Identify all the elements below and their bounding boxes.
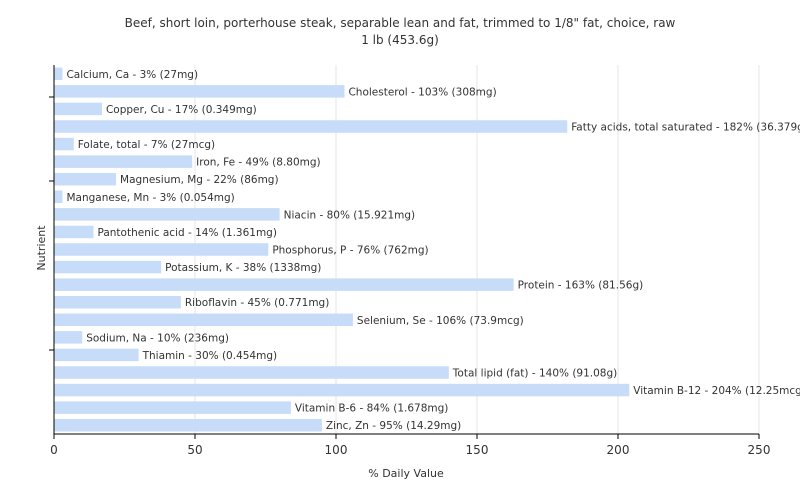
bar (54, 366, 449, 379)
bar-label: Phosphorus, P - 76% (762mg) (272, 245, 428, 257)
bar (54, 401, 291, 414)
axes (49, 65, 759, 435)
bar-label: Iron, Fe - 49% (8.80mg) (196, 157, 320, 169)
bar-label: Manganese, Mn - 3% (0.054mg) (66, 192, 234, 204)
bar-series: Calcium, Ca - 3% (27mg) Cholesterol - 103… (54, 67, 800, 432)
y-axis-label: Nutrient (35, 225, 48, 271)
chart-title: Beef, short loin, porterhouse steak, sep… (125, 16, 676, 30)
bar (54, 190, 63, 204)
x-tick-label: 100 (325, 443, 348, 457)
x-axis-ticks: 0 50 100 150 200 250 (50, 434, 770, 457)
bar-label: Sodium, Na - 10% (236mg) (86, 332, 229, 344)
x-tick-label: 250 (748, 443, 771, 457)
bar (54, 313, 353, 327)
bar-label: Niacin - 80% (15.921mg) (284, 209, 416, 221)
bar-label: Thiamin - 30% (0.454mg) (142, 350, 278, 362)
x-tick-label: 150 (466, 443, 489, 457)
bar (54, 243, 269, 256)
x-tick-label: 50 (187, 443, 202, 457)
bar (54, 418, 322, 432)
bar-label: Protein - 163% (81.56g) (518, 280, 644, 292)
bar (54, 102, 102, 116)
bar-label: Cholesterol - 103% (308mg) (348, 86, 496, 98)
bar (54, 208, 280, 221)
bar-label: Total lipid (fat) - 140% (91.08g) (452, 368, 617, 380)
bar (54, 260, 162, 274)
bar (54, 155, 193, 168)
x-tick-label: 200 (607, 443, 630, 457)
bar-label: Selenium, Se - 106% (73.9mcg) (357, 315, 524, 327)
bar (54, 348, 139, 362)
bar (54, 225, 94, 239)
x-axis-label: % Daily Value (368, 467, 444, 480)
bar-label: Pantothenic acid - 14% (1.361mg) (97, 227, 276, 239)
bar (54, 278, 514, 291)
bar-label: Folate, total - 7% (27mcg) (78, 139, 215, 151)
bar-label: Vitamin B-12 - 204% (12.25mcg) (633, 385, 800, 397)
bar-label: Riboflavin - 45% (0.771mg) (185, 297, 329, 309)
x-tick-label: 0 (50, 443, 58, 457)
bar (54, 137, 74, 151)
bar (54, 172, 117, 186)
bar (54, 331, 83, 344)
bar-label: Zinc, Zn - 95% (14.29mg) (326, 420, 461, 432)
bar (54, 67, 63, 81)
bar-label: Magnesium, Mg - 22% (86mg) (120, 174, 279, 186)
chart-subtitle: 1 lb (453.6g) (361, 33, 439, 47)
bar (54, 295, 181, 309)
bar-label: Copper, Cu - 17% (0.349mg) (106, 104, 257, 116)
bar-label: Potassium, K - 38% (1338mg) (165, 262, 321, 274)
bar-label: Vitamin B-6 - 84% (1.678mg) (295, 403, 449, 415)
bar-label: Fatty acids, total saturated - 182% (36.… (571, 122, 800, 134)
bar-label: Calcium, Ca - 3% (27mg) (66, 69, 198, 81)
bar (54, 85, 345, 98)
bar (54, 383, 630, 397)
bar (54, 120, 568, 133)
